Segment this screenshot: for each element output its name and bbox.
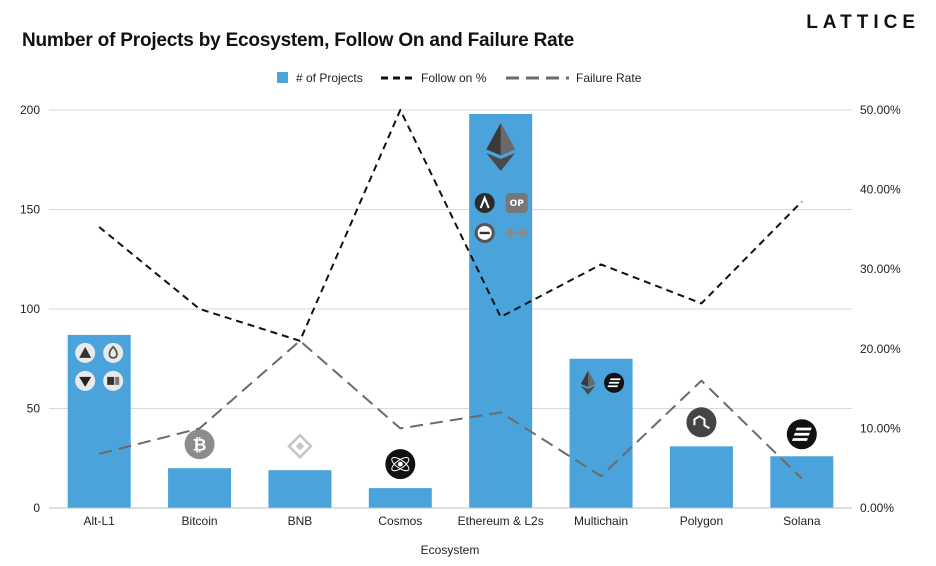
- polygon-glyph: [693, 415, 710, 430]
- y-left-tick-label: 100: [20, 302, 40, 316]
- bnb-glyph-outer: [287, 433, 313, 459]
- solana-icon: [786, 419, 817, 450]
- y-right-tick-label: 50.00%: [860, 103, 901, 117]
- solana-stripe: [795, 427, 812, 431]
- bar-ethereum-l2s: [469, 113, 533, 508]
- avalanche-icon: [75, 342, 96, 363]
- optimism-bg: [505, 192, 528, 213]
- ethereum-icon: [580, 370, 596, 395]
- bnb-glyph-inner: [295, 441, 305, 451]
- lattice-logo: LATTICE: [806, 12, 920, 33]
- arbitrum-glyph: [479, 195, 490, 209]
- x-tick-label: Cosmos: [378, 514, 422, 528]
- sui-icon: [103, 342, 124, 363]
- arbitrum-icon: [474, 192, 495, 213]
- cosmos-orbit-b: [391, 456, 410, 472]
- bitcoin-glyph: ₿: [193, 435, 207, 455]
- tron-glyph: [79, 376, 92, 387]
- y-right-tick-label: 30.00%: [860, 262, 901, 276]
- y-right-tick-label: 0.00%: [860, 501, 894, 515]
- y-left-tick-label: 0: [33, 501, 40, 515]
- x-tick-label: Ethereum & L2s: [458, 514, 544, 528]
- sui-glyph: [108, 345, 118, 359]
- bch-glyph-b: [115, 376, 120, 385]
- bar-polygon: [669, 446, 733, 508]
- bridge-icon: [505, 227, 528, 239]
- bch-glyph-a: [107, 376, 115, 385]
- bar-solana: [770, 456, 834, 508]
- bitcoin-icon: ₿: [184, 429, 215, 460]
- ethereum-icon: [486, 122, 516, 171]
- eth-glyph-bottom: [486, 152, 516, 171]
- y-right-tick-label: 10.00%: [860, 421, 901, 435]
- x-tick-label: Polygon: [680, 514, 723, 528]
- bridge-glyph: [505, 227, 528, 239]
- solana-stripe: [608, 381, 620, 384]
- bnb-icon: [287, 433, 313, 459]
- eth-glyph-top-shade: [588, 370, 596, 387]
- y-left-tick-label: 200: [20, 103, 40, 117]
- bar-bitcoin: [168, 468, 232, 508]
- cosmos-icon: [385, 449, 416, 480]
- cosmos-orbit-a: [391, 456, 410, 472]
- chart-legend: # of Projects Follow on % Failure Rate: [277, 71, 642, 85]
- chart-title: Number of Projects by Ecosystem, Follow …: [22, 30, 574, 51]
- solana-stripe: [607, 385, 619, 388]
- failure-rate-line: [98, 339, 803, 480]
- y-left-tick-label: 50: [27, 402, 41, 416]
- solana-stripe: [791, 438, 808, 441]
- x-axis-title: Ecosystem: [421, 543, 480, 557]
- x-tick-label: BNB: [288, 514, 313, 528]
- x-tick-label: Bitcoin: [182, 514, 218, 528]
- avalanche-glyph: [79, 346, 92, 358]
- optimism-icon: OP: [505, 192, 528, 213]
- legend-label-follow: Follow on %: [421, 71, 487, 85]
- solana-stripe: [793, 432, 810, 436]
- solana-stripe: [610, 378, 621, 381]
- bitcoin-icon-bg: [184, 429, 215, 460]
- zksync-bar: [479, 231, 490, 235]
- x-tick-label: Solana: [783, 514, 821, 528]
- solana-icon: [604, 372, 625, 393]
- cosmos-core: [397, 461, 403, 467]
- eth-glyph-bottom: [580, 385, 596, 395]
- tron-icon: [75, 370, 96, 391]
- eth-glyph-top-shade: [500, 122, 516, 156]
- arbitrum-icon-bg: [474, 192, 495, 213]
- legend-label-failure: Failure Rate: [576, 71, 642, 85]
- optimism-glyph: OP: [510, 199, 525, 209]
- bar-cosmos: [368, 488, 432, 508]
- bitcoin-cash-icon: [103, 370, 124, 391]
- bar-alt-l1: [67, 334, 131, 508]
- legend-swatch-projects: [277, 72, 288, 83]
- zksync-icon: [474, 222, 495, 243]
- y-left-tick-label: 150: [20, 203, 40, 217]
- y-right-tick-label: 20.00%: [860, 342, 901, 356]
- bar-bnb: [268, 470, 332, 508]
- polygon-icon-bg: [686, 407, 717, 438]
- follow-on-line: [98, 109, 803, 342]
- x-tick-label: Multichain: [574, 514, 628, 528]
- legend-label-projects: # of Projects: [296, 71, 363, 85]
- x-tick-label: Alt-L1: [84, 514, 116, 528]
- y-right-tick-label: 40.00%: [860, 183, 901, 197]
- sui-icon-bg: [103, 342, 124, 363]
- polygon-icon: [686, 407, 717, 438]
